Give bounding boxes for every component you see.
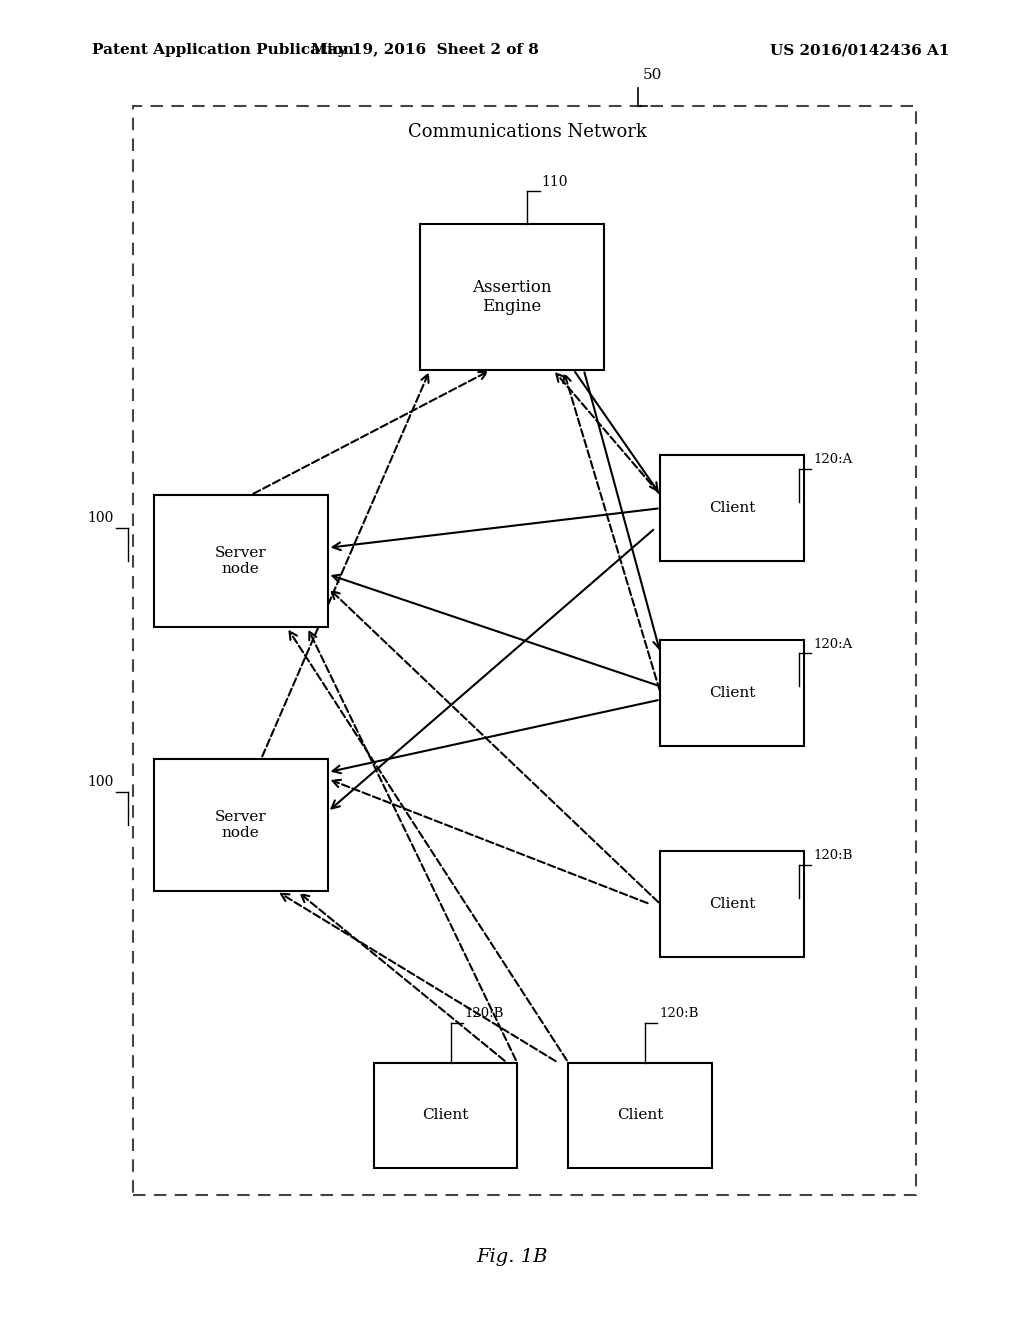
Text: 120:B: 120:B [813,849,852,862]
Text: Client: Client [616,1109,664,1122]
Text: Client: Client [709,686,756,700]
Text: 120:A: 120:A [813,638,852,651]
FancyBboxPatch shape [660,640,804,746]
Text: US 2016/0142436 A1: US 2016/0142436 A1 [770,44,950,57]
Text: Client: Client [709,898,756,911]
Text: 120:B: 120:B [659,1007,698,1020]
Text: 100: 100 [87,511,114,525]
Text: 120:B: 120:B [465,1007,504,1020]
Text: Communications Network: Communications Network [408,123,647,141]
Text: Client: Client [709,502,756,515]
Text: Fig. 1B: Fig. 1B [476,1247,548,1266]
FancyBboxPatch shape [374,1063,517,1168]
Text: May 19, 2016  Sheet 2 of 8: May 19, 2016 Sheet 2 of 8 [311,44,539,57]
Text: 120:A: 120:A [813,453,852,466]
Text: Patent Application Publication: Patent Application Publication [92,44,354,57]
Text: Server
node: Server node [215,546,266,576]
FancyBboxPatch shape [660,851,804,957]
Text: 100: 100 [87,775,114,789]
Text: Assertion
Engine: Assertion Engine [472,279,552,315]
FancyBboxPatch shape [660,455,804,561]
Text: Server
node: Server node [215,810,266,840]
FancyBboxPatch shape [154,495,328,627]
Text: 110: 110 [542,174,568,189]
FancyBboxPatch shape [568,1063,712,1168]
Text: Client: Client [422,1109,469,1122]
FancyBboxPatch shape [154,759,328,891]
FancyBboxPatch shape [420,224,604,370]
Text: 50: 50 [643,67,663,82]
